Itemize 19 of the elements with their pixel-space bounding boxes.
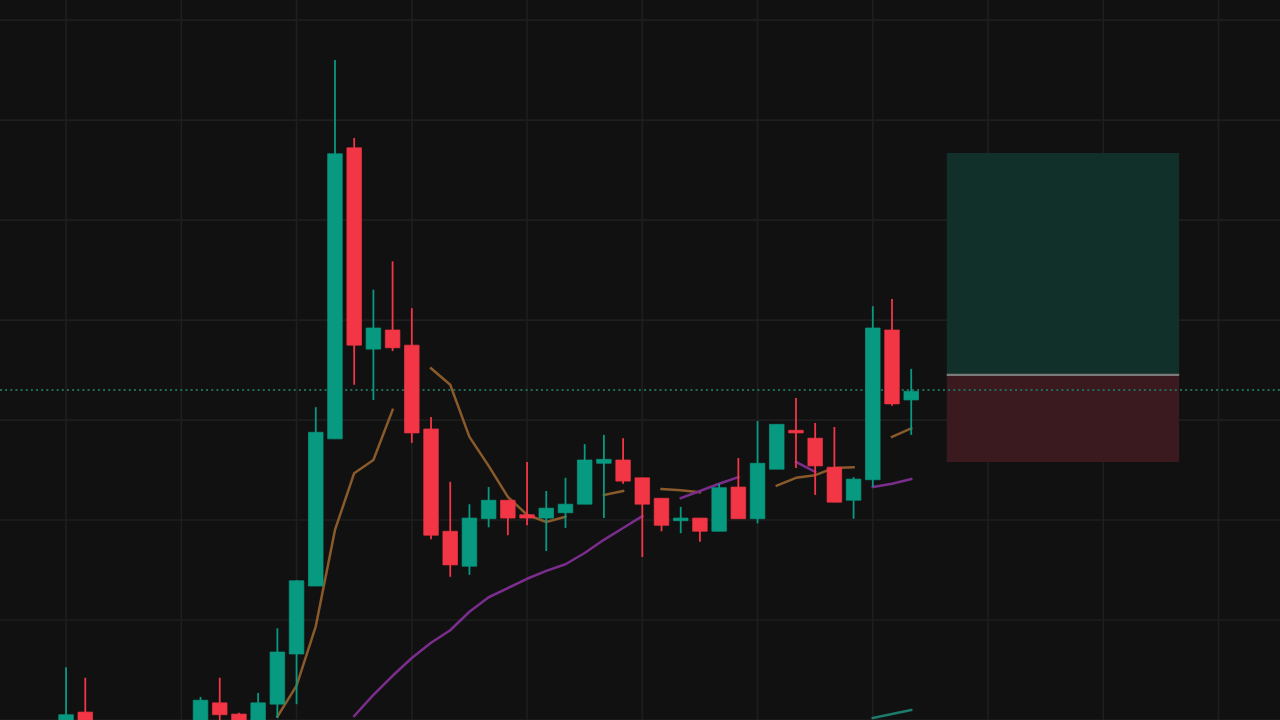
candlestick	[692, 517, 708, 543]
candlestick	[596, 433, 612, 519]
candlestick	[365, 288, 382, 401]
candlestick	[384, 260, 401, 352]
candlestick	[519, 461, 535, 527]
candlestick	[845, 476, 862, 520]
candlestick	[58, 666, 74, 720]
candlestick	[615, 437, 631, 485]
candlestick	[212, 676, 228, 720]
candlestick	[250, 692, 266, 720]
candlestick	[538, 490, 554, 552]
candlestick	[77, 676, 93, 720]
candlestick	[673, 505, 689, 535]
candlestick	[500, 499, 516, 537]
candlestick	[480, 486, 497, 529]
candlestick	[903, 368, 919, 436]
candlestick	[557, 476, 574, 529]
candlestick	[788, 397, 804, 469]
candlestick	[192, 695, 209, 720]
